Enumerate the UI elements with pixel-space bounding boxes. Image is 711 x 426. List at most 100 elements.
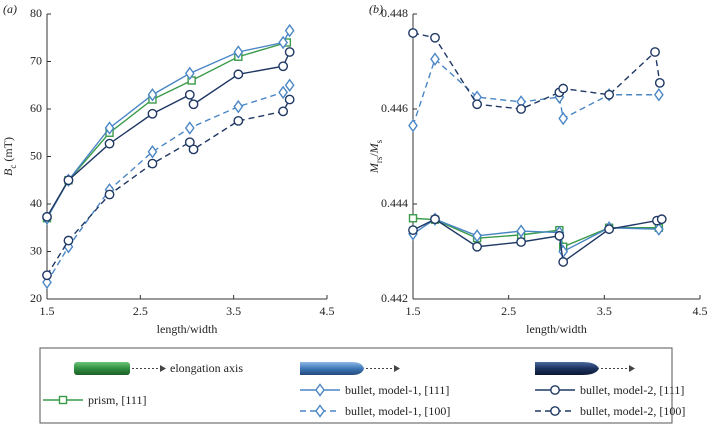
y-axis-label-part: B: [1, 168, 15, 176]
series-line: [46, 84, 291, 283]
marker: [558, 257, 569, 267]
marker: [430, 214, 440, 225]
marker: [147, 158, 158, 169]
y-tick-label: 60: [30, 101, 42, 115]
x-tick-label: 1.5: [40, 304, 55, 318]
marker: [408, 28, 418, 38]
y-tick-label: 0.446: [381, 101, 408, 115]
y-axis-label-part: /: [367, 153, 381, 157]
marker: [558, 111, 569, 126]
y-tick-label: 50: [30, 148, 42, 162]
marker: [408, 118, 418, 133]
legend-label: prism, [111]: [88, 393, 146, 407]
marker: [604, 89, 615, 100]
marker: [653, 88, 664, 102]
x-tick-label: 4.5: [693, 304, 708, 318]
y-tick-label: 20: [30, 291, 42, 305]
y-axis-label: Mrs/Ms: [367, 139, 384, 174]
marker: [604, 224, 615, 235]
y-axis-label-part: c: [8, 165, 18, 169]
marker: [147, 88, 158, 102]
legend-icons: [74, 362, 635, 375]
marker: [184, 121, 195, 135]
x-tick-label: 1.5: [406, 304, 421, 318]
marker: [278, 106, 289, 117]
marker: [550, 385, 560, 395]
y-axis-label-part: (mT): [1, 137, 15, 165]
marker: [315, 404, 325, 418]
marker: [278, 85, 288, 100]
marker: [472, 229, 482, 243]
marker: [278, 35, 288, 50]
y-tick-label: 30: [30, 243, 42, 257]
marker: [188, 144, 199, 155]
series-line: [46, 30, 291, 219]
marker: [408, 214, 418, 223]
x-tick-label: 2.5: [501, 304, 516, 318]
x-tick-label: 3.5: [226, 304, 241, 318]
y-tick-label: 80: [30, 6, 42, 20]
marker: [278, 61, 289, 72]
marker: [147, 108, 158, 119]
marker: [147, 145, 158, 159]
x-tick-label: 3.5: [597, 304, 612, 318]
x-axis-label: length/width: [526, 322, 587, 336]
series-line: [412, 57, 659, 126]
y-tick-label: 70: [30, 53, 42, 67]
x-tick-label: 4.5: [320, 304, 335, 318]
marker: [58, 395, 68, 405]
marker: [516, 224, 526, 238]
marker: [284, 78, 295, 92]
y-axis-label-part: M: [367, 142, 381, 154]
legend-note: elongation axis: [170, 361, 243, 375]
marker: [430, 32, 440, 43]
marker: [104, 189, 115, 200]
marker: [184, 89, 195, 100]
legend-label: bullet, model-1, [100]: [345, 404, 450, 418]
legend-label: bullet, model-2, [100]: [580, 404, 685, 418]
y-tick-label: 0.442: [381, 291, 408, 305]
marker: [284, 47, 295, 57]
marker: [42, 211, 52, 222]
marker: [233, 45, 244, 59]
marker: [233, 99, 244, 114]
marker: [654, 77, 665, 88]
marker: [233, 115, 244, 126]
marker: [104, 138, 115, 149]
marker: [653, 222, 664, 236]
marker: [233, 69, 244, 80]
y-tick-label: 0.448: [381, 6, 408, 20]
legend-label: bullet, model-1, [111]: [345, 383, 449, 397]
marker: [284, 23, 295, 38]
x-tick-label: 2.5: [133, 304, 148, 318]
marker: [516, 104, 527, 114]
series-line: [412, 218, 659, 253]
marker: [558, 83, 569, 94]
y-axis-label-part: M: [367, 162, 381, 174]
series-line: [412, 217, 659, 248]
marker: [550, 406, 560, 416]
marker: [63, 175, 74, 186]
y-tick-label: 40: [30, 196, 42, 210]
y-axis-label-part: rs: [374, 156, 384, 163]
x-axis-label: length/width: [157, 322, 218, 336]
y-axis-label: Bc (mT): [1, 137, 18, 176]
marker: [650, 47, 660, 57]
marker: [188, 99, 199, 110]
marker: [516, 237, 527, 247]
series-line: [46, 51, 291, 218]
legend-label: bullet, model-2, [111]: [580, 383, 684, 397]
panel-label: (a): [3, 2, 17, 16]
marker: [472, 241, 482, 252]
marker: [42, 270, 52, 281]
marker: [430, 52, 440, 66]
panel-label: (b): [369, 2, 383, 16]
y-tick-label: 0.444: [381, 196, 408, 210]
y-axis-label-part: s: [374, 139, 384, 143]
marker: [554, 230, 565, 241]
marker: [315, 383, 325, 397]
marker: [104, 121, 115, 135]
series-line: [46, 41, 288, 219]
marker: [184, 66, 195, 81]
